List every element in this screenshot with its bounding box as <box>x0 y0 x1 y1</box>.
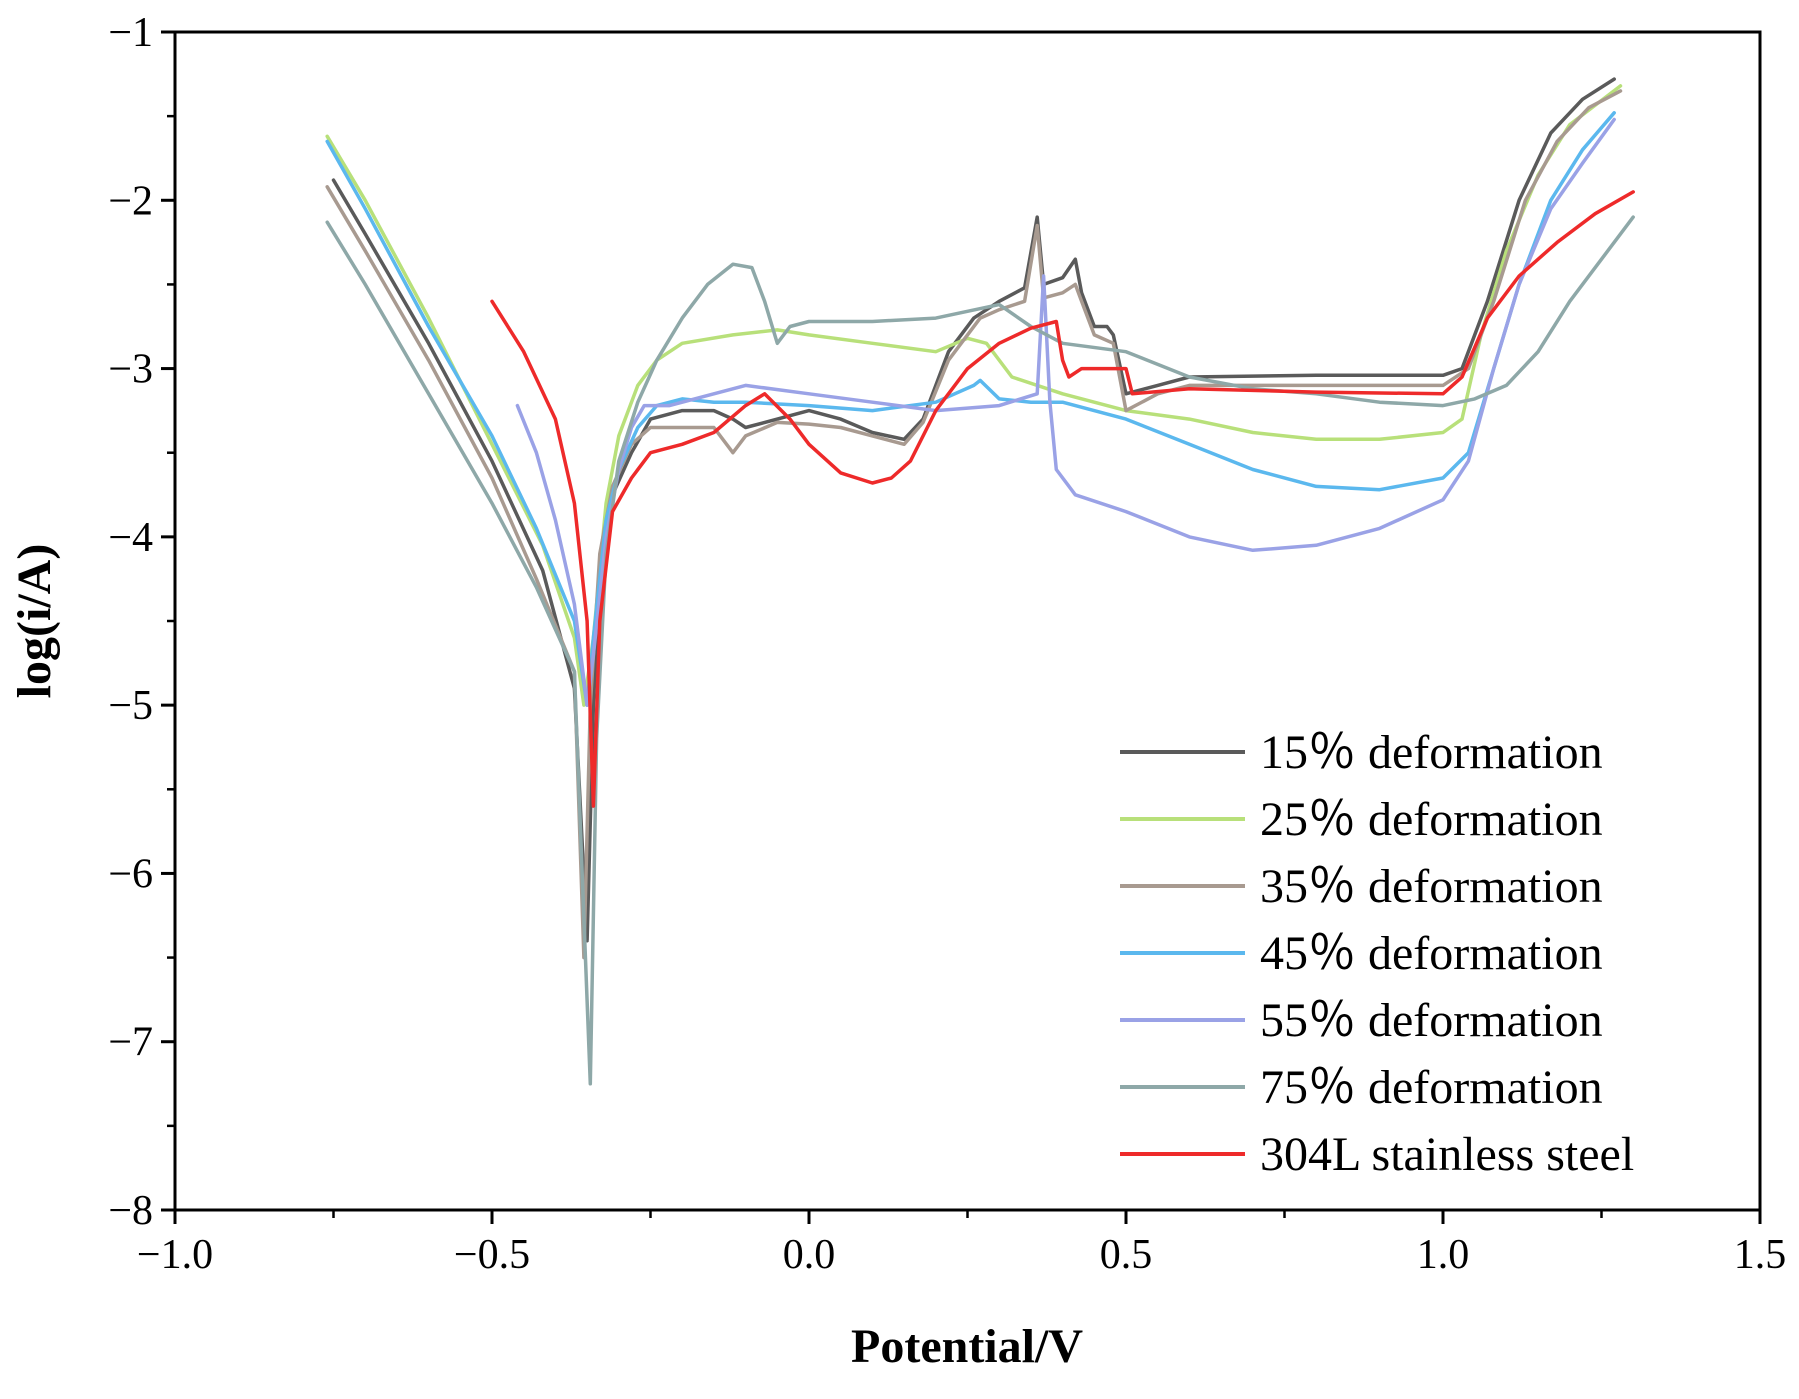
y-tick-label: −2 <box>108 178 153 224</box>
y-tick-label: −3 <box>108 347 153 393</box>
legend-label: 55％ deformation <box>1260 994 1603 1047</box>
axis-ticks <box>161 30 1762 1224</box>
legend-label: 35％ deformation <box>1260 860 1603 913</box>
legend: 15％ deformation 25％ deformation 35％ deform… <box>1120 726 1634 1181</box>
y-tick-label: −6 <box>108 851 153 897</box>
y-tick-labels: −8 −7 −6 −5 −4 −3 −2 −1 <box>108 10 153 1234</box>
series-line-5 <box>515 117 1616 707</box>
y-tick-label: −5 <box>108 683 153 729</box>
y-tick-label: −8 <box>108 1188 153 1234</box>
y-axis-title: log(i/A) <box>8 544 61 699</box>
x-tick-label: −0.5 <box>454 1232 530 1278</box>
legend-label: 75％ deformation <box>1260 1061 1603 1114</box>
series-line-1 <box>331 77 1616 943</box>
legend-label: 25％ deformation <box>1260 793 1603 846</box>
x-tick-label: 0.5 <box>1100 1232 1153 1278</box>
legend-label: 15％ deformation <box>1260 726 1603 779</box>
legend-label: 45％ deformation <box>1260 927 1603 980</box>
series-group <box>325 77 1635 1086</box>
x-tick-label: 1.5 <box>1734 1232 1787 1278</box>
legend-label: 304L stainless steel <box>1260 1128 1634 1181</box>
y-tick-label: −7 <box>108 1020 153 1066</box>
y-tick-label: −4 <box>108 515 153 561</box>
series-line-6 <box>325 215 1635 1086</box>
y-tick-label: −1 <box>108 10 153 56</box>
x-tick-labels: −1.0 −0.5 0.0 0.5 1.0 1.5 <box>137 1232 1786 1278</box>
series-line-2 <box>325 84 1623 707</box>
x-tick-label: 0.0 <box>783 1232 836 1278</box>
x-tick-label: 1.0 <box>1417 1232 1470 1278</box>
x-axis-title: Potential/V <box>851 1320 1083 1373</box>
series-line-7 <box>490 190 1635 808</box>
x-tick-label: −1.0 <box>137 1232 213 1278</box>
